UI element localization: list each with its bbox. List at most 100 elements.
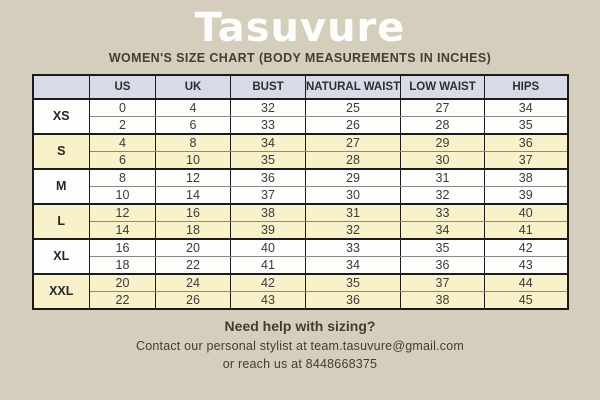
measurement-cell: 16: [89, 239, 156, 257]
measurement-cell: 31: [305, 204, 401, 222]
measurement-cell: 8: [89, 169, 156, 187]
measurement-cell: 30: [305, 186, 401, 204]
measurement-cell: 14: [155, 186, 231, 204]
header-row: US UK BUST NATURAL WAIST LOW WAIST HIPS: [32, 74, 568, 100]
size-group-m: M 8 12 36 29 31 38 10 14 37 30 32 39: [32, 169, 568, 204]
measurement-cell: 36: [230, 169, 306, 187]
size-group-l: L 12 16 38 31 33 40 14 18 39 32 34 41: [32, 204, 568, 239]
table-row: 2 6 33 26 28 35: [33, 116, 568, 134]
measurement-cell: 35: [484, 116, 568, 134]
measurement-cell: 27: [400, 99, 485, 117]
measurement-cell: 44: [484, 274, 568, 292]
measurement-cell: 24: [155, 274, 231, 292]
measurement-cell: 39: [230, 221, 306, 239]
measurement-cell: 35: [305, 274, 401, 292]
measurement-cell: 34: [400, 221, 485, 239]
measurement-cell: 43: [230, 291, 306, 309]
size-group-xxl: XXL 20 24 42 35 37 44 22 26 43 36 38 45: [32, 274, 568, 309]
phone-line: or reach us at 8448668375: [222, 357, 378, 371]
measurement-cell: 6: [89, 151, 156, 169]
column-header-us: US: [89, 74, 156, 100]
measurement-cell: 12: [155, 169, 231, 187]
measurement-cell: 35: [400, 239, 485, 257]
column-header-low-waist: LOW WAIST: [400, 74, 485, 100]
size-group-xl: XL 16 20 40 33 35 42 18 22 41 34 36 43: [32, 239, 568, 274]
measurement-cell: 0: [89, 99, 156, 117]
measurement-cell: 40: [484, 204, 568, 222]
measurement-cell: 30: [400, 151, 485, 169]
measurement-cell: 18: [155, 221, 231, 239]
measurement-cell: 29: [400, 134, 485, 152]
measurement-cell: 42: [484, 239, 568, 257]
measurement-cell: 45: [484, 291, 568, 309]
measurement-cell: 27: [305, 134, 401, 152]
measurement-cell: 41: [484, 221, 568, 239]
measurement-cell: 26: [155, 291, 231, 309]
size-group-xs: XS 0 4 32 25 27 34 2 6 33 26 28 35: [32, 99, 568, 134]
table-row: S 4 8 34 27 29 36: [32, 134, 568, 169]
table-row: XXL 20 24 42 35 37 44: [32, 274, 568, 309]
measurement-cell: 33: [400, 204, 485, 222]
measurement-cell: 20: [155, 239, 231, 257]
column-header-natural-waist: NATURAL WAIST: [305, 74, 401, 100]
brand-title: Tasuvure: [194, 5, 406, 51]
table-row: 18 22 41 34 36 43: [33, 256, 568, 274]
help-heading: Need help with sizing?: [224, 318, 376, 334]
measurement-cell: 34: [305, 256, 401, 274]
measurement-cell: 36: [305, 291, 401, 309]
measurement-cell: 31: [400, 169, 485, 187]
size-label-xl: XL: [32, 239, 90, 274]
measurement-cell: 20: [89, 274, 156, 292]
column-header-hips: HIPS: [484, 74, 568, 100]
measurement-cell: 38: [400, 291, 485, 309]
measurement-cell: 4: [89, 134, 156, 152]
measurement-cell: 37: [400, 274, 485, 292]
measurement-cell: 36: [484, 134, 568, 152]
measurement-cell: 2: [89, 116, 156, 134]
measurement-cell: 28: [305, 151, 401, 169]
measurement-cell: 43: [484, 256, 568, 274]
measurement-cell: 10: [89, 186, 156, 204]
measurement-cell: 4: [155, 99, 231, 117]
column-header-bust: BUST: [230, 74, 306, 100]
column-header-uk: UK: [155, 74, 231, 100]
table-row: XL 16 20 40 33 35 42: [32, 239, 568, 274]
measurement-cell: 25: [305, 99, 401, 117]
table-row: 22 26 43 36 38 45: [33, 291, 568, 309]
measurement-cell: 14: [89, 221, 156, 239]
footer: Need help with sizing? Contact our perso…: [0, 318, 600, 371]
chart-subtitle: WOMEN'S SIZE CHART (BODY MEASUREMENTS IN…: [108, 51, 492, 65]
measurement-cell: 38: [230, 204, 306, 222]
measurement-cell: 38: [484, 169, 568, 187]
measurement-cell: 33: [305, 239, 401, 257]
size-label-m: M: [32, 169, 90, 204]
table-row: M 8 12 36 29 31 38: [32, 169, 568, 204]
size-group-s: S 4 8 34 27 29 36 6 10 35 28 30 37: [32, 134, 568, 169]
corner-cell: [32, 74, 90, 100]
table-row: L 12 16 38 31 33 40: [32, 204, 568, 239]
size-label-s: S: [32, 134, 90, 169]
measurement-cell: 41: [230, 256, 306, 274]
measurement-cell: 22: [155, 256, 231, 274]
measurement-cell: 16: [155, 204, 231, 222]
measurement-cell: 36: [400, 256, 485, 274]
contact-line: Contact our personal stylist at team.tas…: [136, 339, 464, 353]
measurement-cell: 28: [400, 116, 485, 134]
table-row: 14 18 39 32 34 41: [33, 221, 568, 239]
measurement-cell: 33: [230, 116, 306, 134]
size-label-l: L: [32, 204, 90, 239]
measurement-cell: 22: [89, 291, 156, 309]
measurement-cell: 32: [230, 99, 306, 117]
measurement-cell: 6: [155, 116, 231, 134]
table-header: US UK BUST NATURAL WAIST LOW WAIST HIPS: [32, 74, 568, 100]
measurement-cell: 32: [400, 186, 485, 204]
table-row: XS 0 4 32 25 27 34: [32, 99, 568, 134]
measurement-cell: 35: [230, 151, 306, 169]
measurement-cell: 8: [155, 134, 231, 152]
measurement-cell: 37: [230, 186, 306, 204]
measurement-cell: 42: [230, 274, 306, 292]
measurement-cell: 29: [305, 169, 401, 187]
measurement-cell: 34: [230, 134, 306, 152]
measurement-cell: 18: [89, 256, 156, 274]
